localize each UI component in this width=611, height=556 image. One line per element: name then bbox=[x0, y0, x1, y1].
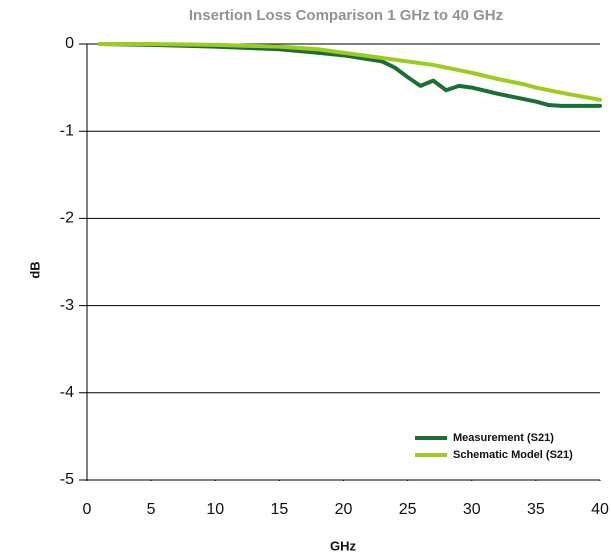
y-axis-label: dB bbox=[27, 261, 42, 278]
x-tick-label: 35 bbox=[527, 501, 545, 518]
x-tick-label: 25 bbox=[399, 501, 417, 518]
x-tick-label: 40 bbox=[591, 501, 609, 518]
x-tick-label: 20 bbox=[335, 501, 353, 518]
y-tick-label: -3 bbox=[60, 297, 74, 314]
x-tick-label: 15 bbox=[270, 501, 288, 518]
chart-title: Insertion Loss Comparison 1 GHz to 40 GH… bbox=[189, 7, 503, 24]
series-line bbox=[97, 42, 602, 108]
legend-label: Measurement (S21) bbox=[453, 432, 554, 444]
x-tick-label: 5 bbox=[147, 501, 156, 518]
y-tick-label: -4 bbox=[60, 384, 74, 401]
legend-label: Schematic Model (S21) bbox=[453, 449, 573, 461]
x-tick-label: 0 bbox=[83, 501, 92, 518]
x-axis-label: GHz bbox=[330, 538, 357, 553]
x-tick-label: 10 bbox=[206, 501, 224, 518]
x-tick-label: 30 bbox=[463, 501, 481, 518]
series-line bbox=[97, 42, 602, 102]
y-tick-label: -5 bbox=[60, 471, 74, 488]
y-tick-label: 0 bbox=[65, 35, 74, 52]
y-tick-label: -2 bbox=[60, 210, 74, 227]
y-tick-label: -1 bbox=[60, 122, 74, 139]
